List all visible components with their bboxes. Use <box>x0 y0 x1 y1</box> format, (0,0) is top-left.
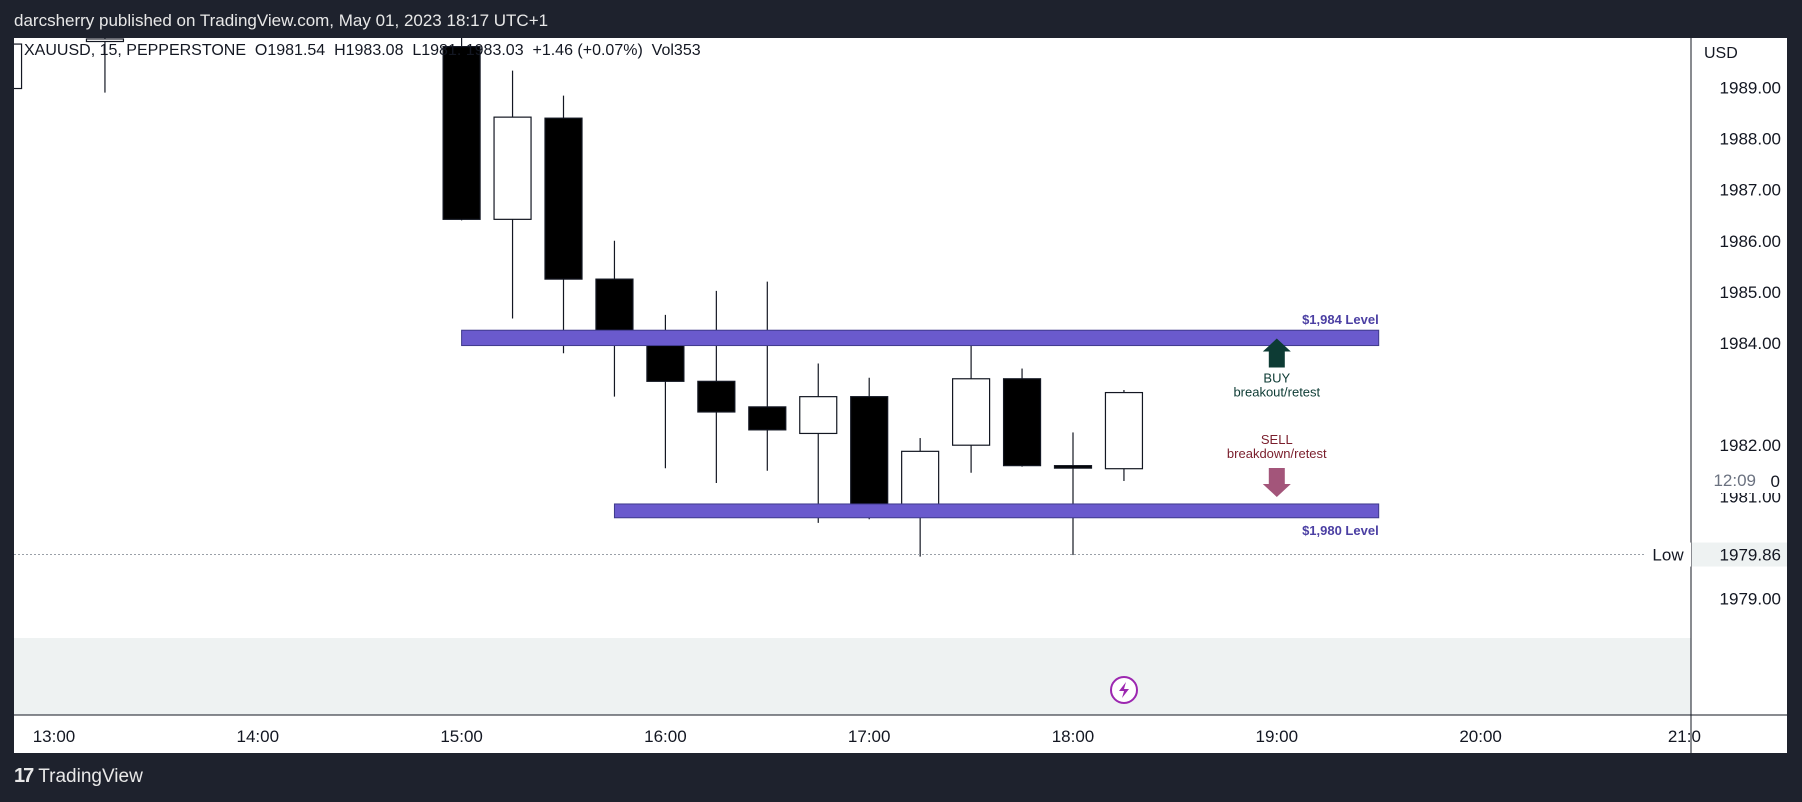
candles <box>14 38 1144 557</box>
low-price-box <box>1692 542 1787 567</box>
candle <box>748 281 787 471</box>
time-tick-label: 16:00 <box>644 727 687 746</box>
time-tick-label: 15:00 <box>440 727 483 746</box>
time-tick-label: 14:00 <box>237 727 280 746</box>
time-tick-label: 13:00 <box>33 727 76 746</box>
legend-low: L1981. <box>412 42 462 59</box>
time-tick-label: 20:00 <box>1459 727 1502 746</box>
level-label: $1,984 Level <box>1302 312 1379 327</box>
candle <box>442 38 481 221</box>
candle-body-down <box>595 278 634 333</box>
low-label-box <box>1644 542 1691 567</box>
tradingview-logo-icon: 17 <box>14 765 34 787</box>
countdown-box <box>1692 467 1787 493</box>
countdown-price-fragment: 0 <box>1771 472 1780 491</box>
published-text: darcsherry published on TradingView.com,… <box>14 11 549 30</box>
candle <box>85 38 125 93</box>
time-tick-label: 19:00 <box>1256 727 1299 746</box>
candle <box>1104 390 1144 481</box>
candle <box>493 70 532 319</box>
candle-body-down <box>748 406 787 431</box>
low-shade <box>14 638 1691 715</box>
level-band <box>461 329 1380 347</box>
footer: 17 TradingView <box>0 753 1802 802</box>
candle <box>951 340 991 473</box>
legend-open: O1981.54 <box>254 42 326 59</box>
candle <box>901 438 940 557</box>
candle-body-up <box>493 116 532 220</box>
candle <box>697 290 736 484</box>
candle-body-down <box>850 396 889 513</box>
candle-body-down <box>1002 378 1042 467</box>
time-tick-label: 18:00 <box>1052 727 1095 746</box>
candle-body-up <box>951 378 991 446</box>
chart-frame[interactable]: USD $1,984 Level $1,980 Level BUY breakout… <box>14 38 1787 753</box>
price-tick-label: 1986.00 <box>1720 232 1781 251</box>
candle-body-up <box>14 43 23 90</box>
sell-label: breakdown/retest <box>1227 446 1327 461</box>
price-tick-label: 1988.00 <box>1720 130 1781 149</box>
candle <box>1002 368 1042 467</box>
currency-label: USD <box>1704 45 1738 62</box>
candle-body-down <box>544 117 583 280</box>
legend-change: +1.46 (+0.07%) <box>532 42 643 59</box>
brand[interactable]: 17 TradingView <box>14 765 143 788</box>
candle-body-up <box>799 396 838 435</box>
lightning-icon[interactable] <box>1110 676 1138 704</box>
symbol-legend: XAUUSD, 15, PEPPERSTONE O1981.54 H1983.0… <box>24 42 701 59</box>
legend-exchange: PEPPERSTONE <box>126 42 247 59</box>
legend-interval: 15 <box>99 42 118 59</box>
candle <box>595 240 634 397</box>
time-axis[interactable]: 13:00 14:00 15:00 16:00 17:00 18:00 19:00 20:00… <box>33 727 1701 746</box>
legend-symbol: XAUUSD <box>24 42 91 59</box>
price-axis[interactable]: 1989.00 1988.00 1987.00 1986.00 1985.00 1984.… <box>1720 79 1781 609</box>
price-tick-label: 1987.00 <box>1720 181 1781 200</box>
candle <box>850 377 889 520</box>
legend-volume: Vol353 <box>651 42 701 59</box>
level-band <box>613 503 1380 519</box>
price-tick-label: 1985.00 <box>1720 283 1781 302</box>
plot-background <box>14 38 1691 753</box>
candle-body-down <box>442 46 481 220</box>
price-tick-label: 1984.00 <box>1720 334 1781 353</box>
low-label: Low <box>1652 546 1684 565</box>
candle-body-up <box>85 38 125 43</box>
brand-name: TradingView <box>38 765 143 787</box>
publisher-header: darcsherry published on TradingView.com,… <box>0 0 1802 38</box>
time-tick-label: 21:0 <box>1668 727 1701 746</box>
price-tick-label: 1982.00 <box>1720 436 1781 455</box>
low-price-label: 1979.86 <box>1720 546 1781 565</box>
candle <box>1053 432 1093 556</box>
legend-close: 1983.03 <box>465 42 524 59</box>
candle <box>544 95 583 354</box>
sell-label: SELL <box>1261 432 1293 447</box>
price-tick-label: 1979.00 <box>1720 590 1781 609</box>
time-axis-background <box>14 715 1787 753</box>
price-tick-label: 1989.00 <box>1720 79 1781 98</box>
candle-body-up <box>1104 391 1144 470</box>
level-label: $1,980 Level <box>1302 523 1379 538</box>
candle-body-down <box>697 380 736 413</box>
buy-label: breakout/retest <box>1233 385 1320 400</box>
time-tick-label: 17:00 <box>848 727 891 746</box>
price-chart[interactable]: USD $1,984 Level $1,980 Level BUYbreakout… <box>14 38 1787 753</box>
candle <box>799 363 838 523</box>
buy-arrow-icon <box>1262 338 1291 368</box>
candle-body-down <box>1053 465 1093 469</box>
countdown-label: 12:09 <box>1713 471 1756 490</box>
candle <box>14 43 23 90</box>
candle-body-up <box>901 450 940 513</box>
level-bands: $1,984 Level $1,980 Level <box>461 312 1380 538</box>
legend-high: H1983.08 <box>334 42 404 59</box>
sell-arrow-icon <box>1262 467 1291 497</box>
buy-label: BUY <box>1263 371 1290 386</box>
